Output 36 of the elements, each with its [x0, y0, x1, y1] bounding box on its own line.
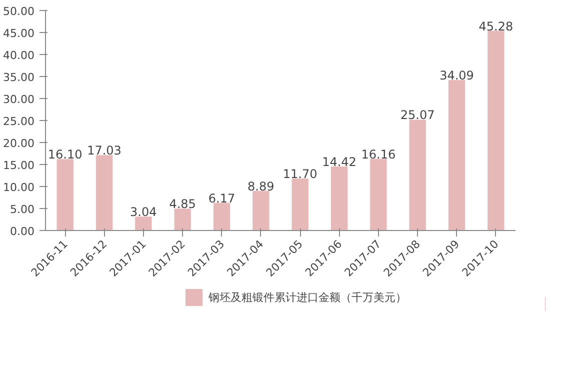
bar	[448, 80, 466, 230]
bar	[174, 208, 191, 230]
bar	[135, 216, 152, 230]
data-label: 16.10	[48, 148, 82, 162]
y-tick-label: 10.00	[3, 181, 35, 194]
y-tick-label: 25.00	[3, 115, 35, 128]
legend-label: 钢坯及粗锻件累计进口金额（千万美元）	[208, 290, 406, 304]
y-tick-label: 40.00	[3, 49, 35, 62]
data-label: 17.03	[87, 144, 122, 158]
y-tick-label: 15.00	[3, 159, 35, 172]
y-tick-label: 50.00	[3, 5, 35, 18]
y-tick-label: 0.00	[10, 225, 35, 238]
bar	[213, 202, 230, 230]
data-label: 25.07	[400, 108, 435, 122]
data-label: 14.42	[322, 155, 356, 170]
data-label: 16.16	[361, 147, 396, 162]
bar	[409, 120, 426, 230]
bar	[488, 30, 504, 230]
data-label: 8.89	[248, 179, 274, 194]
bar	[330, 166, 348, 230]
data-label: 45.28	[478, 19, 514, 34]
y-tick-label: 5.00	[10, 203, 35, 216]
y-tick-label: 20.00	[3, 137, 35, 150]
bar	[96, 155, 113, 230]
data-label: 3.04	[130, 205, 157, 220]
y-tick-label: 35.00	[3, 71, 35, 84]
data-label: 6.17	[208, 191, 236, 206]
data-label: 11.70	[282, 167, 318, 182]
bar	[56, 159, 74, 230]
bar	[292, 178, 308, 230]
y-tick-label: 30.00	[3, 93, 35, 106]
bar	[252, 190, 270, 230]
y-tick-label: 45.00	[3, 27, 35, 40]
data-label: 4.85	[169, 197, 196, 212]
bar	[370, 158, 387, 230]
data-label: 34.09	[440, 68, 474, 83]
